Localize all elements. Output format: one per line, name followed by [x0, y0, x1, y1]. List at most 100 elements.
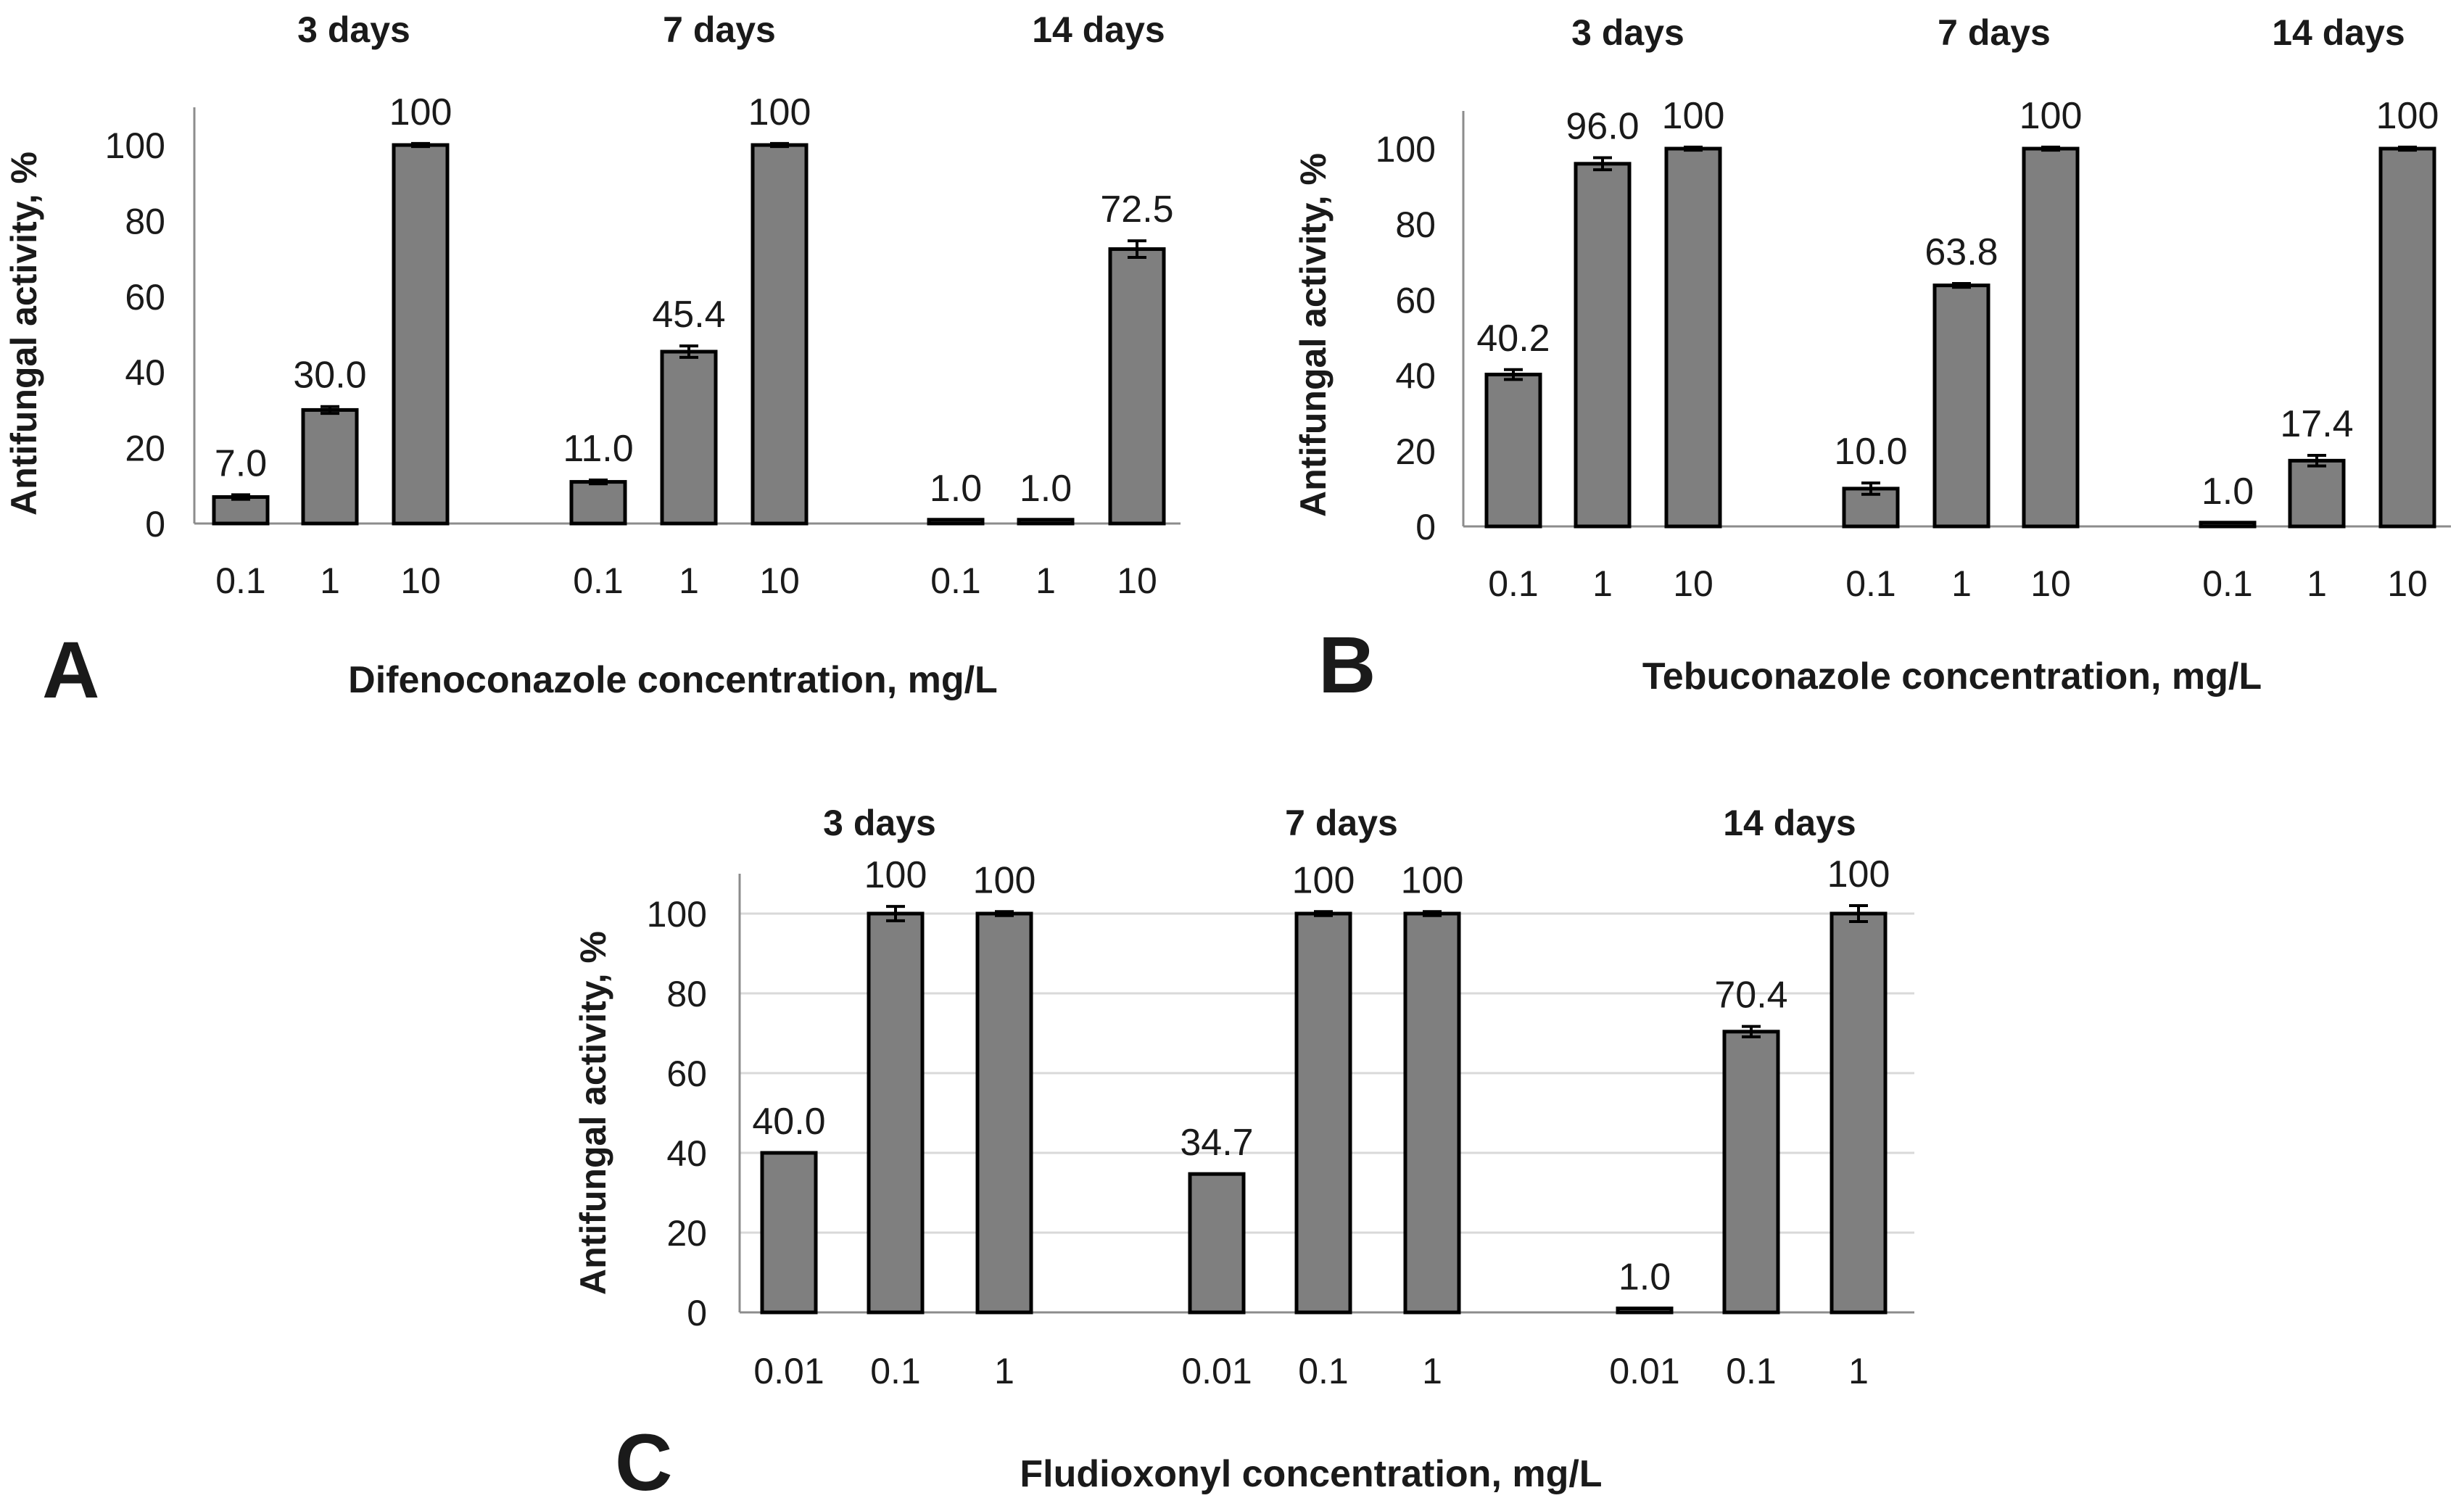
- bar: [1574, 162, 1632, 529]
- x-tick-label: 1: [679, 560, 699, 601]
- data-label: 30.0: [293, 355, 366, 397]
- data-label: 40.2: [1476, 318, 1550, 360]
- y-tick-label: 20: [125, 429, 165, 469]
- data-label: 1.0: [1020, 468, 1072, 510]
- data-label: 100: [1292, 859, 1355, 901]
- data-label: 96.0: [1566, 106, 1639, 148]
- panel-a: 0 20 40 60 80 100 Antifungal activity, % 3 days…: [4, 9, 1181, 715]
- bar: [1722, 1030, 1780, 1315]
- bar: [660, 349, 718, 526]
- data-label: 100: [2019, 95, 2083, 137]
- data-label: 100: [864, 854, 927, 896]
- bar: [392, 143, 450, 526]
- bar: [867, 911, 925, 1315]
- bar: [760, 1151, 818, 1315]
- y-axis-label: Antifungal activity, %: [1293, 153, 1334, 517]
- y-tick-label: 40: [125, 352, 165, 393]
- y-tick-label: 40: [666, 1133, 707, 1174]
- x-tick-label: 0.01: [753, 1351, 824, 1391]
- x-axis-label: Fludioxonyl concentration, mg/L: [1020, 1453, 1602, 1495]
- bar: [2022, 146, 2080, 529]
- x-tick-label: 0.1: [1298, 1351, 1349, 1391]
- y-axis-label: Antifungal activity, %: [573, 931, 613, 1295]
- bar: [301, 407, 359, 526]
- x-tick-label: 0.1: [870, 1351, 921, 1391]
- bar: [1294, 911, 1352, 1315]
- x-tick-label: 10: [400, 560, 441, 601]
- bar: [1664, 146, 1722, 529]
- x-tick-label: 10: [2030, 563, 2071, 604]
- panel-letter: C: [615, 1418, 672, 1498]
- data-label: 7.0: [215, 442, 267, 484]
- data-label: 40.0: [752, 1101, 825, 1143]
- y-tick-label: 80: [125, 201, 165, 241]
- y-tick-label: 20: [1395, 431, 1436, 472]
- data-label: 11.0: [563, 428, 633, 470]
- panel-b: 0 20 40 60 80 100 Antifungal activity, % 3 days…: [1293, 12, 2451, 710]
- data-label: 100: [1401, 859, 1464, 901]
- data-label: 100: [1662, 95, 1725, 137]
- y-tick-label: 60: [125, 277, 165, 318]
- x-tick-label: 0.01: [1181, 1351, 1252, 1391]
- data-label: 1.0: [930, 468, 982, 510]
- x-tick-label: 0.1: [573, 560, 624, 601]
- day-label: 14 days: [1723, 803, 1856, 843]
- y-tick-label: 80: [666, 974, 707, 1014]
- data-label: 34.7: [1180, 1122, 1253, 1164]
- y-tick-label: 0: [687, 1293, 707, 1333]
- data-label: 17.4: [2280, 403, 2353, 445]
- day-label: 7 days: [1938, 12, 2051, 53]
- y-tick-label: 100: [647, 894, 707, 935]
- bar: [1108, 247, 1166, 526]
- data-label: 100: [748, 91, 811, 133]
- x-tick-label: 0.1: [1726, 1351, 1777, 1391]
- bar: [1484, 373, 1542, 529]
- x-tick-label: 1: [1848, 1351, 1869, 1391]
- bar: [1403, 911, 1461, 1315]
- y-tick-label: 0: [145, 504, 165, 545]
- x-tick-label: 1: [994, 1351, 1014, 1391]
- x-tick-label: 10: [759, 560, 800, 601]
- bar: [1830, 911, 1888, 1315]
- x-tick-label: 0.1: [215, 560, 266, 601]
- panel-c: 0 20 40 60 80 100 Antifungal activity, % 3 days…: [573, 803, 1914, 1498]
- y-tick-label: 60: [666, 1054, 707, 1094]
- x-tick-label: 1: [320, 560, 340, 601]
- bar: [2378, 146, 2436, 529]
- bar: [975, 911, 1033, 1315]
- y-tick-label: 100: [105, 125, 165, 166]
- data-label: 1.0: [2202, 471, 2254, 513]
- day-label: 3 days: [297, 9, 410, 50]
- x-tick-label: 0.01: [1609, 1351, 1679, 1391]
- data-label: 100: [973, 859, 1036, 901]
- x-tick-label: 0.1: [2202, 563, 2253, 604]
- x-axis-label: Difenoconazole concentration, mg/L: [348, 659, 998, 701]
- bar: [2288, 458, 2346, 529]
- day-label: 7 days: [663, 9, 776, 50]
- x-tick-label: 1: [1592, 563, 1613, 604]
- x-tick-label: 0.1: [1845, 563, 1896, 604]
- x-tick-label: 0.1: [930, 560, 981, 601]
- y-axis-label: Antifungal activity, %: [4, 152, 44, 516]
- data-label: 72.5: [1100, 189, 1173, 231]
- day-label: 3 days: [1571, 12, 1684, 53]
- panel-letter: B: [1318, 621, 1376, 710]
- bar: [569, 480, 627, 526]
- bar: [1017, 518, 1075, 526]
- panel-letter: A: [42, 626, 99, 715]
- y-tick-label: 0: [1415, 507, 1436, 547]
- data-label: 63.8: [1925, 231, 1998, 273]
- bar: [751, 143, 809, 526]
- data-label: 70.4: [1714, 974, 1787, 1017]
- day-label: 14 days: [1032, 9, 1165, 50]
- bar: [1932, 284, 1990, 529]
- y-tick-label: 100: [1376, 129, 1436, 170]
- y-tick-label: 20: [666, 1213, 707, 1254]
- data-label: 100: [389, 91, 452, 133]
- data-label: 100: [1827, 853, 1890, 895]
- bar: [1188, 1172, 1246, 1315]
- x-tick-label: 1: [1035, 560, 1056, 601]
- day-label: 14 days: [2272, 12, 2405, 53]
- data-label: 10.0: [1834, 431, 1907, 473]
